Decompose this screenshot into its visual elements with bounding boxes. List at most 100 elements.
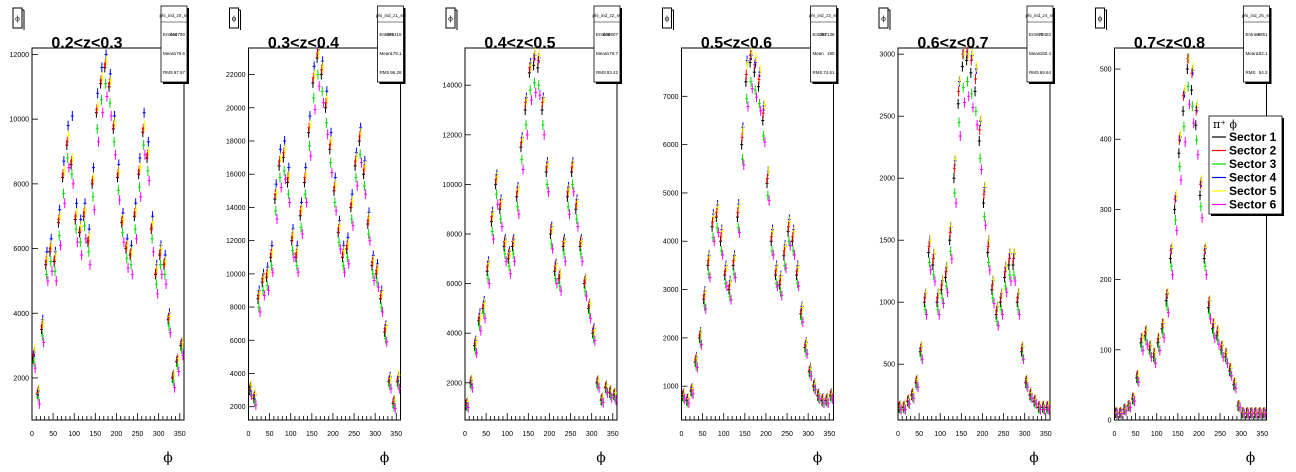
data-point <box>275 214 279 225</box>
data-point <box>54 250 58 261</box>
data-point <box>1182 121 1186 132</box>
data-point <box>492 233 495 244</box>
data-point <box>937 287 941 298</box>
data-point <box>71 152 75 163</box>
data-point <box>1174 214 1178 225</box>
data-point <box>133 224 137 235</box>
data-point <box>321 61 325 72</box>
data-point <box>139 191 143 202</box>
data-point <box>978 124 982 135</box>
data-point <box>351 220 355 231</box>
y-tick-label: 2000 <box>446 380 462 387</box>
data-point <box>45 253 49 264</box>
stats-box <box>160 5 188 83</box>
data-point <box>381 307 385 318</box>
stats-key: Mean <box>813 51 825 56</box>
data-point <box>1221 351 1225 362</box>
data-point <box>1247 408 1251 419</box>
data-point <box>474 336 478 347</box>
data-point <box>1183 84 1187 95</box>
data-point <box>37 384 41 395</box>
data-point <box>1145 325 1149 336</box>
data-point <box>53 266 57 277</box>
data-point <box>987 257 991 268</box>
data-point <box>1204 269 1208 280</box>
data-point <box>499 214 503 225</box>
data-point <box>470 382 474 393</box>
data-point <box>729 277 733 288</box>
data-point <box>733 252 737 263</box>
data-point <box>538 90 542 101</box>
data-point <box>346 252 350 263</box>
data-point <box>1133 396 1137 407</box>
data-point <box>367 229 371 239</box>
x-tick-label: 0 <box>247 431 251 438</box>
x-axis-label: ϕ <box>163 450 173 466</box>
data-point <box>704 303 708 314</box>
data-point <box>757 74 761 85</box>
data-point <box>1255 408 1259 419</box>
data-point <box>533 47 537 58</box>
x-tick-label: 50 <box>1132 431 1140 438</box>
data-point <box>974 106 978 117</box>
data-point <box>1259 408 1263 419</box>
stats-key: RMS <box>380 70 390 75</box>
data-point <box>958 131 962 142</box>
data-point <box>50 240 54 251</box>
data-point <box>952 173 956 184</box>
data-point <box>973 74 977 84</box>
x-tick-label: 150 <box>955 431 967 438</box>
data-point <box>1178 161 1182 172</box>
x-tick-label: 350 <box>1256 431 1268 438</box>
data-point <box>173 382 176 393</box>
x-tick-label: 150 <box>739 431 751 438</box>
data-point <box>606 387 609 398</box>
stats-box <box>377 5 404 83</box>
data-point <box>1162 332 1166 343</box>
data-point <box>920 354 924 365</box>
data-point <box>733 272 737 283</box>
data-point <box>1017 309 1021 320</box>
data-point <box>529 60 533 71</box>
data-point <box>1168 253 1172 264</box>
stats-key: RMS <box>163 70 173 75</box>
data-point <box>177 366 181 377</box>
data-point <box>776 281 780 292</box>
panel-title: 0.6<z<0.7 <box>917 35 988 52</box>
data-point <box>1230 370 1234 381</box>
stats-value: 179.7 <box>607 51 619 56</box>
data-point <box>724 262 728 273</box>
y-tick-label: 6000 <box>13 246 29 253</box>
data-point <box>92 172 96 183</box>
y-tick-label: 12000 <box>226 238 246 245</box>
data-point <box>1195 134 1199 145</box>
data-point <box>695 362 699 373</box>
data-point <box>1234 383 1238 394</box>
x-tick-label: 50 <box>915 431 923 438</box>
data-point <box>487 278 491 289</box>
data-point <box>687 398 691 409</box>
data-point <box>163 269 167 280</box>
stats-key: Mean <box>380 51 392 56</box>
y-tick-label: 18000 <box>226 139 246 146</box>
data-point <box>948 227 952 238</box>
data-point <box>1149 339 1153 350</box>
data-point <box>359 157 363 168</box>
data-point <box>946 287 950 298</box>
y-tick-label: 4000 <box>446 331 462 338</box>
data-point <box>1003 281 1007 292</box>
data-point <box>282 165 286 176</box>
data-point <box>584 273 588 284</box>
data-point <box>483 298 487 309</box>
legend-label: Sector 3 <box>1229 157 1277 171</box>
data-point <box>78 237 82 248</box>
data-point <box>1242 408 1246 419</box>
data-point <box>1199 201 1203 212</box>
legend-label: Sector 5 <box>1229 184 1277 198</box>
stats-value: 69.64 <box>1040 70 1052 75</box>
data-point <box>771 226 775 237</box>
data-point <box>88 230 92 241</box>
data-point <box>962 49 966 60</box>
legend-entry: Sector 5 <box>1212 184 1277 198</box>
data-point <box>941 274 945 285</box>
